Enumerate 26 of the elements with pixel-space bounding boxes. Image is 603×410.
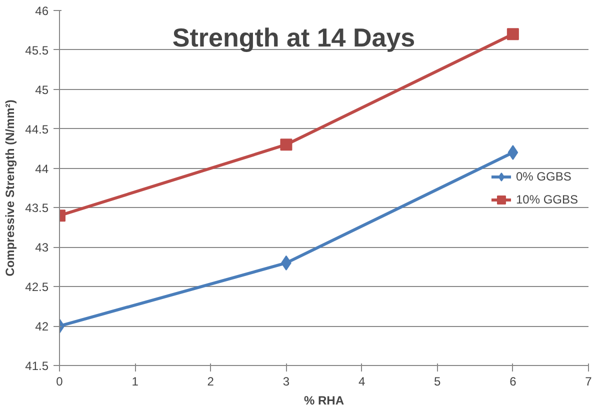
x-tick-label: 4 (358, 374, 366, 388)
y-tick-label: 44 (35, 162, 49, 176)
y-tick-label: 44.5 (25, 122, 49, 136)
text: Strength at 14 Days (172, 22, 416, 52)
y-tick-label: 46 (35, 4, 49, 18)
x-tick-label: 0 (56, 374, 64, 388)
y-tick-label: 43 (35, 240, 49, 255)
point (506, 28, 519, 40)
x-tick-label: 2 (207, 374, 214, 388)
legend-label: 10% GGBS (516, 192, 578, 206)
x-tick-label: 5 (434, 374, 442, 388)
y-tick-label: 42.5 (25, 280, 49, 294)
y-axis-title: Compressive Strength (N/mm²) (3, 100, 18, 276)
y-tick-label: 45 (35, 82, 49, 97)
x-tick-label: 1 (132, 374, 139, 388)
y-tick-label: 45.5 (25, 43, 49, 58)
point (508, 145, 518, 160)
x-tick-label: 6 (510, 374, 517, 388)
legend-label: 0% GGBS (516, 169, 572, 183)
x-tick-label: 3 (282, 374, 290, 388)
y-tick-label: 42 (35, 320, 49, 334)
y-tick-label: 41.5 (25, 359, 49, 373)
x-tick-label: 7 (585, 374, 592, 388)
point (280, 138, 292, 151)
x-axis-title: % RHA (304, 394, 344, 408)
y-tick-label: 43.5 (25, 201, 49, 216)
